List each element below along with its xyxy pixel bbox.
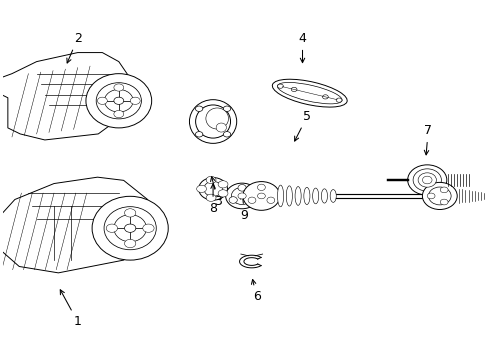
Text: 8: 8 xyxy=(209,184,217,215)
Circle shape xyxy=(106,224,117,232)
Circle shape xyxy=(439,199,447,205)
Ellipse shape xyxy=(246,197,255,203)
Ellipse shape xyxy=(247,197,255,203)
Circle shape xyxy=(257,193,265,199)
Circle shape xyxy=(195,106,203,112)
Ellipse shape xyxy=(189,100,236,143)
Ellipse shape xyxy=(329,190,336,202)
Text: 7: 7 xyxy=(424,124,431,155)
Circle shape xyxy=(124,209,136,217)
Ellipse shape xyxy=(216,123,226,132)
Ellipse shape xyxy=(104,207,156,250)
Ellipse shape xyxy=(422,183,456,210)
Circle shape xyxy=(130,97,140,104)
Circle shape xyxy=(336,98,341,102)
Circle shape xyxy=(114,84,123,91)
Ellipse shape xyxy=(285,186,292,206)
Ellipse shape xyxy=(228,197,237,203)
Polygon shape xyxy=(0,53,131,140)
Ellipse shape xyxy=(238,185,245,191)
Circle shape xyxy=(218,181,227,188)
Ellipse shape xyxy=(243,181,279,210)
Text: 9: 9 xyxy=(240,194,248,222)
Circle shape xyxy=(277,84,283,88)
Circle shape xyxy=(218,190,227,197)
Ellipse shape xyxy=(205,108,228,129)
Ellipse shape xyxy=(277,82,342,104)
Circle shape xyxy=(223,132,230,137)
Ellipse shape xyxy=(417,173,435,187)
Ellipse shape xyxy=(231,187,252,204)
Circle shape xyxy=(238,193,245,199)
Circle shape xyxy=(291,87,296,91)
Text: 3: 3 xyxy=(210,177,222,208)
Text: 2: 2 xyxy=(67,32,81,63)
Circle shape xyxy=(206,194,216,201)
Ellipse shape xyxy=(412,169,441,191)
Ellipse shape xyxy=(225,183,258,209)
Ellipse shape xyxy=(203,181,222,197)
Circle shape xyxy=(206,176,216,184)
Ellipse shape xyxy=(303,187,309,204)
Ellipse shape xyxy=(257,184,265,190)
Ellipse shape xyxy=(92,196,168,260)
Text: 6: 6 xyxy=(251,280,260,303)
Circle shape xyxy=(97,97,107,104)
Ellipse shape xyxy=(114,215,146,242)
Circle shape xyxy=(195,132,203,137)
Text: 4: 4 xyxy=(298,32,306,63)
Ellipse shape xyxy=(198,177,227,200)
Circle shape xyxy=(322,95,327,99)
Polygon shape xyxy=(0,177,149,273)
Ellipse shape xyxy=(427,187,450,205)
Circle shape xyxy=(196,185,206,193)
Ellipse shape xyxy=(422,176,431,184)
Ellipse shape xyxy=(294,186,301,205)
Ellipse shape xyxy=(312,188,318,204)
Text: 1: 1 xyxy=(60,290,81,328)
Circle shape xyxy=(427,193,434,199)
Ellipse shape xyxy=(104,90,133,112)
Circle shape xyxy=(124,224,136,232)
Circle shape xyxy=(124,239,136,248)
Ellipse shape xyxy=(407,165,446,195)
Ellipse shape xyxy=(86,74,151,128)
Circle shape xyxy=(114,111,123,118)
Circle shape xyxy=(223,106,230,112)
Ellipse shape xyxy=(195,105,230,138)
Ellipse shape xyxy=(277,185,283,207)
Circle shape xyxy=(439,187,447,193)
Ellipse shape xyxy=(266,197,274,203)
Ellipse shape xyxy=(272,79,346,107)
Text: 5: 5 xyxy=(294,110,311,141)
Circle shape xyxy=(142,224,154,232)
Ellipse shape xyxy=(96,83,141,119)
Circle shape xyxy=(114,97,123,104)
Ellipse shape xyxy=(321,189,327,203)
